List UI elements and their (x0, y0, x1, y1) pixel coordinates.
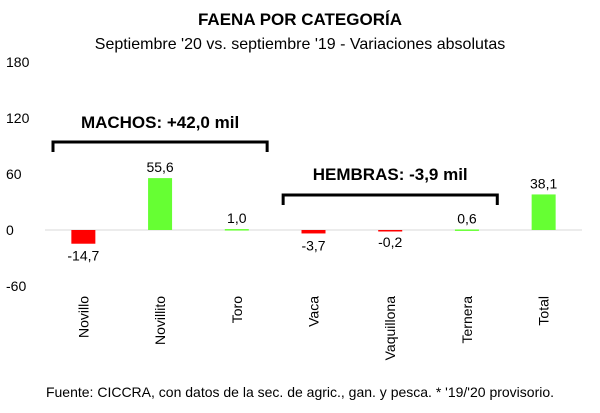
bar-vaquillona (378, 230, 403, 232)
data-label: 0,6 (457, 210, 477, 226)
bar-total (531, 194, 556, 230)
group-label: HEMBRAS: -3,9 mil (313, 165, 468, 184)
data-labels: -14,7 55,6 1,0 -3,7 -0,2 0,6 38,1 (67, 159, 557, 264)
data-label: 1,0 (227, 210, 247, 226)
chart-title: FAENA POR CATEGORÍA (198, 10, 402, 29)
category-label: Ternera (459, 296, 475, 344)
data-label: -3,7 (301, 237, 325, 253)
data-label: 38,1 (530, 175, 557, 191)
category-label: Novillito (152, 296, 168, 345)
category-label: Vaquillona (382, 296, 398, 361)
group-brackets: MACHOS: +42,0 mil HEMBRAS: -3,9 mil (51, 113, 499, 205)
y-tick-label: 120 (6, 110, 30, 126)
data-label: -0,2 (378, 234, 402, 250)
y-tick-label: 60 (6, 166, 22, 182)
bar-vaca (301, 230, 326, 234)
bar-ternera (454, 229, 479, 231)
group-label: MACHOS: +42,0 mil (81, 113, 239, 132)
category-label: Novillo (75, 296, 91, 338)
bar-novillo (71, 230, 96, 244)
source-note: Fuente: CICCRA, con datos de la sec. de … (46, 384, 554, 400)
category-labels: Novillo Novillito Toro Vaca Vaquillona Terner… (75, 296, 551, 361)
data-label: -14,7 (67, 248, 99, 264)
category-label: Toro (229, 296, 245, 323)
y-tick-label: 180 (6, 54, 30, 70)
data-label: 55,6 (146, 159, 173, 175)
group-bracket (281, 193, 499, 205)
group-bracket (51, 140, 269, 152)
bar-toro (224, 229, 249, 231)
bars (71, 178, 556, 244)
y-tick-label: -60 (6, 278, 26, 294)
y-tick-label: 0 (6, 222, 14, 238)
category-label: Total (536, 296, 552, 326)
bar-novillito (148, 178, 173, 230)
category-label: Vaca (306, 296, 322, 327)
y-axis: -60 0 60 120 180 (6, 54, 582, 294)
chart-subtitle: Septiembre '20 vs. septiembre '19 - Vari… (95, 36, 505, 53)
